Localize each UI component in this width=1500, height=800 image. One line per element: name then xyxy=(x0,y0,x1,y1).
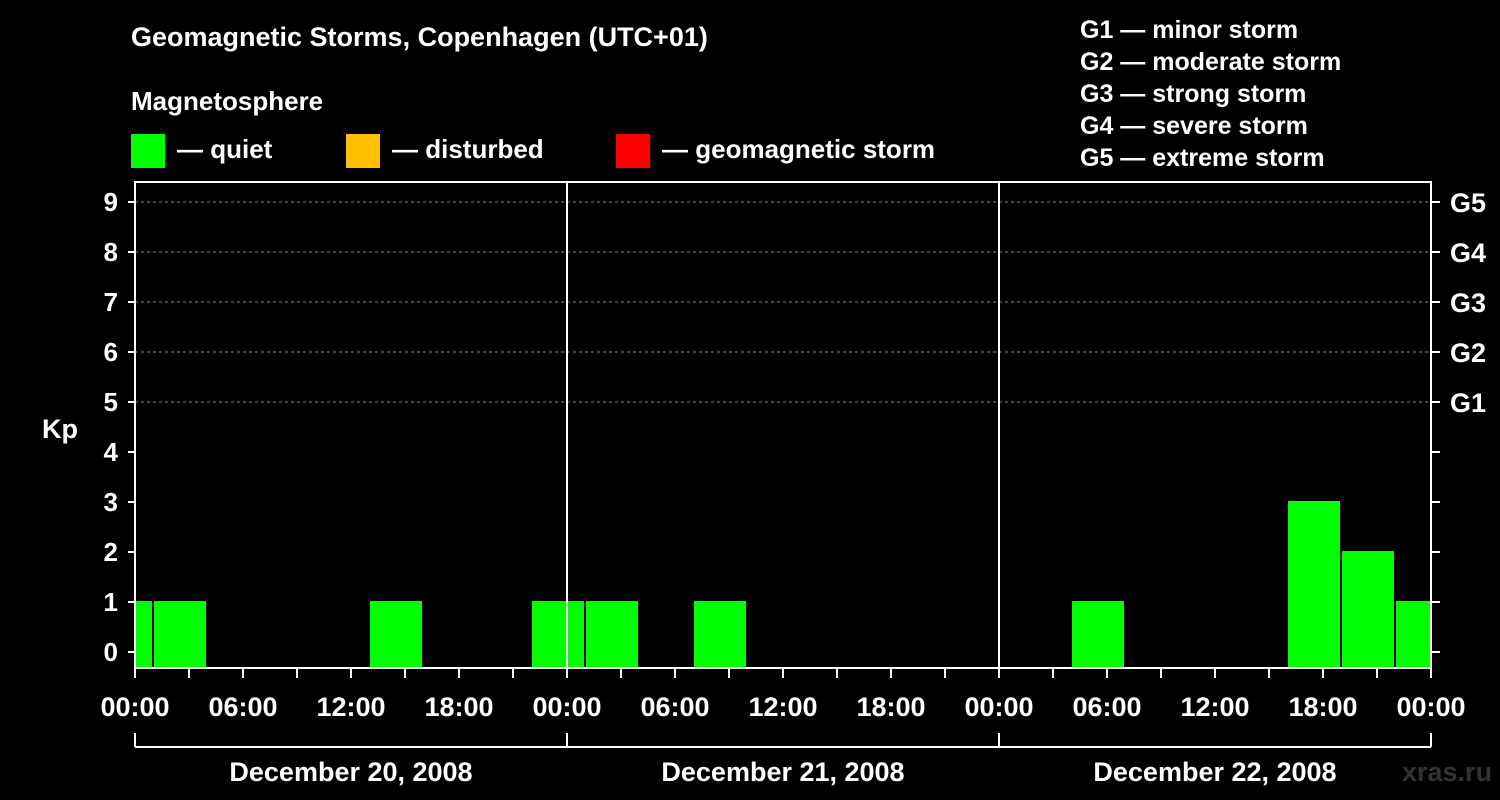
x-tick-label-3: 18:00 xyxy=(424,692,493,722)
y-tick-label-7: 7 xyxy=(104,287,118,317)
bar-3 xyxy=(532,601,584,668)
x-tick-label-9: 06:00 xyxy=(1072,692,1141,722)
legend-swatch-disturbed xyxy=(346,134,380,168)
legend-label-disturbed: — disturbed xyxy=(392,134,544,164)
chart-title: Geomagnetic Storms, Copenhagen (UTC+01) xyxy=(131,22,708,52)
x-tick-label-7: 18:00 xyxy=(856,692,925,722)
x-tick-label-10: 12:00 xyxy=(1180,692,1249,722)
day-label-3: December 22, 2008 xyxy=(1093,757,1336,787)
bar-6 xyxy=(1072,601,1124,668)
y-tick-label-3: 3 xyxy=(104,487,118,517)
storm-scale-g4: G4 — severe storm xyxy=(1080,112,1308,140)
bar-2 xyxy=(370,601,422,668)
storm-scale-g5: G5 — extreme storm xyxy=(1080,144,1325,172)
day-label-2: December 21, 2008 xyxy=(661,757,904,787)
x-tick-label-8: 00:00 xyxy=(964,692,1033,722)
y-tick-label-9: 9 xyxy=(104,187,118,217)
x-tick-label-5: 06:00 xyxy=(640,692,709,722)
legend-label-quiet: — quiet xyxy=(177,134,273,164)
y-tick-label-8: 8 xyxy=(104,237,118,267)
x-tick-label-0: 00:00 xyxy=(100,692,169,722)
y-tick-label-0: 0 xyxy=(104,637,118,667)
x-tick-label-1: 06:00 xyxy=(208,692,277,722)
x-tick-label-2: 12:00 xyxy=(316,692,385,722)
storm-scale-g1: G1 — minor storm xyxy=(1080,16,1299,44)
storm-label-g5: G5 xyxy=(1450,188,1486,218)
x-tick-label-11: 18:00 xyxy=(1288,692,1357,722)
y-tick-label-1: 1 xyxy=(104,587,118,617)
y-axis-label: Kp xyxy=(42,414,78,444)
bar-1 xyxy=(154,601,206,668)
bar-9 xyxy=(1396,601,1430,668)
plot-frame xyxy=(134,181,1432,669)
watermark: xras.ru xyxy=(1402,757,1493,787)
bar-5 xyxy=(694,601,746,668)
legend-heading: Magnetosphere xyxy=(131,86,324,116)
storm-label-g1: G1 xyxy=(1450,388,1486,418)
bar-7 xyxy=(1288,501,1340,668)
x-tick-label-12: 00:00 xyxy=(1396,692,1465,722)
legend-swatch-storm xyxy=(616,134,650,168)
x-tick-label-6: 12:00 xyxy=(748,692,817,722)
day-label-1: December 20, 2008 xyxy=(229,757,472,787)
storm-scale-g3: G3 — strong storm xyxy=(1080,80,1307,108)
x-tick-label-4: 00:00 xyxy=(532,692,601,722)
storm-label-g3: G3 xyxy=(1450,288,1486,318)
bar-0 xyxy=(136,601,152,668)
storm-scale-legend: G1 — minor storm G2 — moderate storm G3 … xyxy=(1080,14,1341,174)
legend-swatch-quiet xyxy=(131,134,165,168)
y-tick-label-4: 4 xyxy=(104,437,119,467)
y-tick-label-5: 5 xyxy=(104,387,118,417)
storm-label-g4: G4 xyxy=(1450,238,1486,268)
bar-4 xyxy=(586,601,638,668)
bar-8 xyxy=(1342,551,1394,668)
y-tick-label-2: 2 xyxy=(104,537,118,567)
storm-scale-g2: G2 — moderate storm xyxy=(1080,48,1342,76)
storm-label-g2: G2 xyxy=(1450,338,1486,368)
legend-label-storm: — geomagnetic storm xyxy=(662,134,936,164)
y-tick-label-6: 6 xyxy=(104,337,118,367)
